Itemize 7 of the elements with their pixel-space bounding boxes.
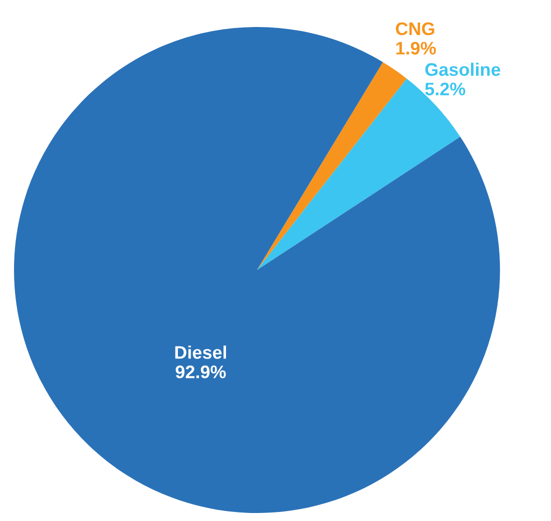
data-label: 5.2% xyxy=(425,82,466,96)
data-label: 92.9% xyxy=(176,366,226,378)
data-label: 1.9% xyxy=(396,42,436,55)
slice-label: CNG xyxy=(396,22,434,36)
pie-slice xyxy=(257,62,407,270)
slice-label: Diesel xyxy=(175,346,226,359)
slice-label: Gasoline xyxy=(425,62,500,76)
